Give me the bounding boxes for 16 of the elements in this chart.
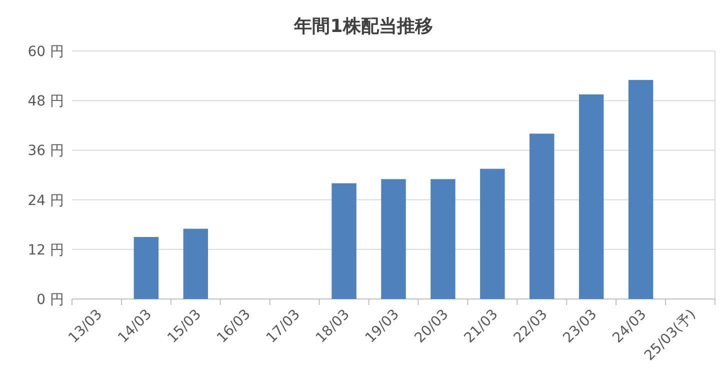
bar bbox=[183, 228, 208, 299]
y-tick-label: 24 円 bbox=[28, 192, 64, 209]
y-tick-label: 48 円 bbox=[28, 94, 64, 110]
bar bbox=[628, 80, 654, 299]
y-tick-label: 60 円 bbox=[28, 44, 64, 60]
bar bbox=[332, 183, 356, 299]
bar bbox=[381, 179, 406, 299]
chart-title: 年間1株配当推移 bbox=[293, 16, 433, 37]
bar bbox=[530, 134, 554, 299]
bar bbox=[578, 94, 604, 299]
y-tick-label: 36 円 bbox=[28, 143, 64, 160]
bar bbox=[134, 237, 159, 299]
bar bbox=[480, 168, 505, 299]
y-tick-label: 0 円 bbox=[36, 292, 64, 308]
bar bbox=[430, 179, 456, 299]
y-tick-label: 12 円 bbox=[28, 242, 64, 258]
